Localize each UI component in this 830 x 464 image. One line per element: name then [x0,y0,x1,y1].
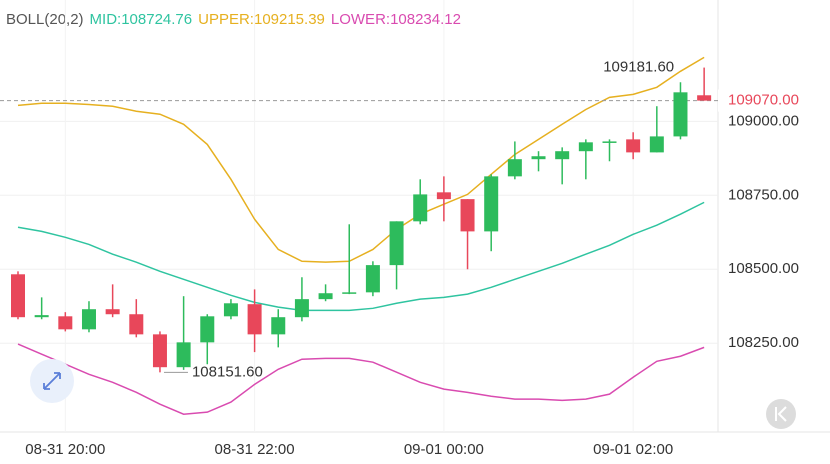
x-tick-label: 09-01 00:00 [404,441,484,458]
candle-body [58,316,73,330]
candle-body [626,139,641,153]
last-price-tag [718,89,830,112]
y-tick-label: 109000.00 [728,112,799,129]
candle-body [129,314,144,335]
candle-body [294,299,309,318]
candle-body [460,199,475,232]
candle-body [365,265,380,293]
band-line [17,201,705,312]
last-price-label: 109070.00 [728,92,799,109]
candle-body [484,176,499,232]
indicator-header: BOLL(20,2) MID:108724.76 UPPER:109215.39 LO… [6,11,461,28]
band-line [17,56,705,263]
candle-body [200,316,215,343]
low-label: 108151.60 [192,363,263,380]
candle-body [318,293,333,300]
x-tick-label: 08-31 20:00 [25,441,105,458]
x-tick-label: 09-01 02:00 [593,441,673,458]
candle-body [81,309,96,330]
candle-body [649,136,664,153]
high-label: 109181.60 [603,59,674,76]
candle-body [342,292,357,294]
x-tick-label: 08-31 22:00 [215,441,295,458]
candle-body [247,304,262,335]
indicator-label: BOLL(20,2) [6,11,84,28]
expand-button[interactable] [30,359,74,403]
candle-body [673,92,688,137]
candle-body [602,141,617,143]
candle-body [271,317,286,335]
candle-body [507,159,522,177]
y-tick-label: 108750.00 [728,186,799,203]
band-line [17,343,705,416]
candle-body [223,303,238,317]
candle-body [413,194,428,222]
candle-body [389,221,404,266]
candle-body [555,151,570,160]
candle-body [176,342,191,368]
y-tick-label: 108250.00 [728,334,799,351]
candle-body [578,142,593,152]
candle-body [152,334,167,368]
back-to-latest-button[interactable] [766,399,796,429]
candle-body [531,156,546,160]
candle-body [105,309,120,315]
candle-body [436,192,451,200]
indicator-label: MID:108724.76 [90,11,193,28]
y-tick-label: 108500.00 [728,260,799,277]
indicator-label: UPPER:109215.39 [198,11,325,28]
candle-body [11,274,25,318]
candle-body [34,315,49,318]
indicator-label: LOWER:108234.12 [331,11,461,28]
candle-body [697,95,712,101]
